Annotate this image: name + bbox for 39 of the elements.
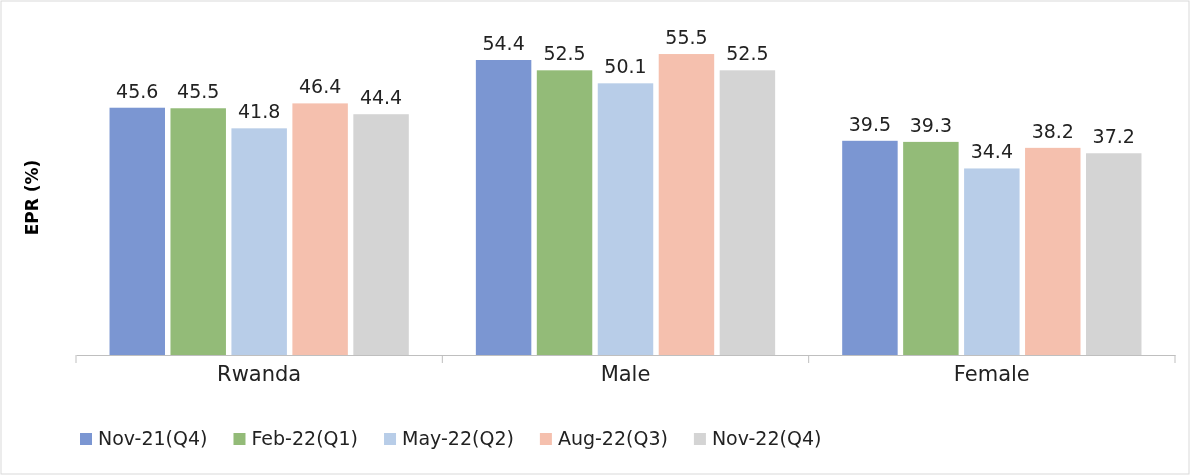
legend-label: Nov-22(Q4) [711,427,822,449]
bar [719,70,776,355]
data-label: 45.6 [116,79,159,102]
data-label: 39.3 [909,113,953,136]
data-label: 44.4 [359,86,403,109]
legend-label: Aug-22(Q3) [557,427,668,449]
data-label: 41.8 [238,100,281,123]
data-label: 55.5 [665,26,708,49]
bar [1086,153,1142,355]
bar [597,83,654,355]
legend-label: Feb-22(Q1) [251,427,359,449]
bar [109,107,165,355]
data-label: 37.2 [1092,125,1135,148]
data-label: 54.4 [482,32,525,54]
bar [1025,147,1081,355]
bar [353,114,409,355]
data-label: 34.4 [970,140,1013,163]
data-label: 46.4 [298,75,342,98]
bar [536,70,593,355]
bar [964,168,1020,355]
bar [903,141,959,355]
bar [292,103,348,355]
bar [231,128,287,355]
legend-label: Nov-21(Q4) [98,427,208,449]
bar [475,60,532,355]
y-axis-title: EPR (%) [22,159,42,236]
data-label: 52.5 [543,42,586,65]
bar [658,54,715,355]
x-tick-label: Rwanda [217,362,302,387]
x-tick-label: Female [953,362,1030,387]
legend-label: May-22(Q2) [402,427,514,449]
bar [170,108,226,355]
data-label: 52.5 [726,42,769,65]
data-label: 38.2 [1031,119,1074,142]
x-tick-label: Male [600,362,651,387]
data-label: 39.5 [848,112,892,135]
bar [842,140,898,355]
data-label: 45.5 [177,80,220,103]
data-label: 50.1 [604,55,647,78]
